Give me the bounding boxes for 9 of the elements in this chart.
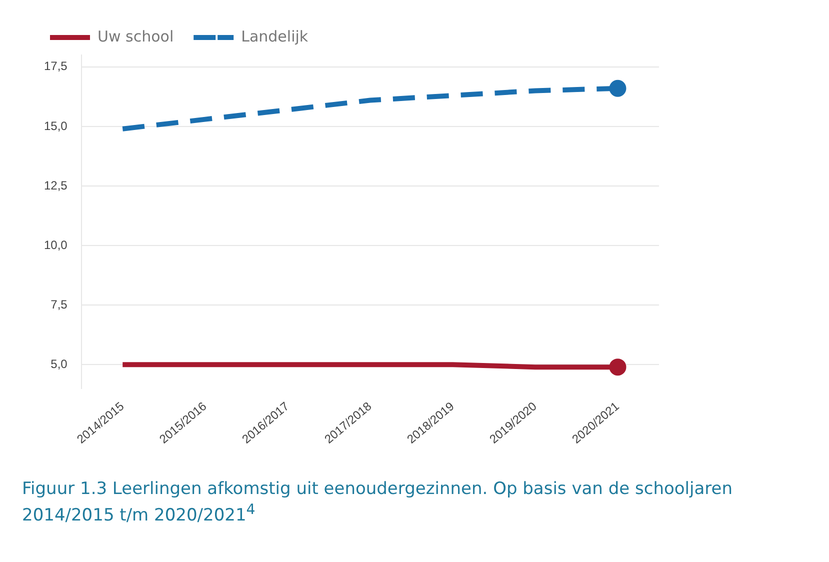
y-tick-label: 7,5 bbox=[50, 297, 68, 312]
text: Figuur 1.3 Leerlingen afkomstig uit eenoudergezinnen. Op basis van de schooljaren 2014/2015 t/m 2020/2021$^{4}$ bbox=[22, 478, 734, 528]
y-tick-label: 10,0 bbox=[44, 238, 68, 252]
legend-label: Landelijk bbox=[241, 27, 308, 46]
y-tick-label: 5,0 bbox=[50, 357, 68, 371]
y-tick-label: 17,5 bbox=[44, 59, 68, 74]
legend-label: Uw school bbox=[98, 27, 174, 46]
y-tick-label: 12,5 bbox=[44, 178, 68, 192]
y-tick-label: 15,0 bbox=[44, 118, 68, 133]
